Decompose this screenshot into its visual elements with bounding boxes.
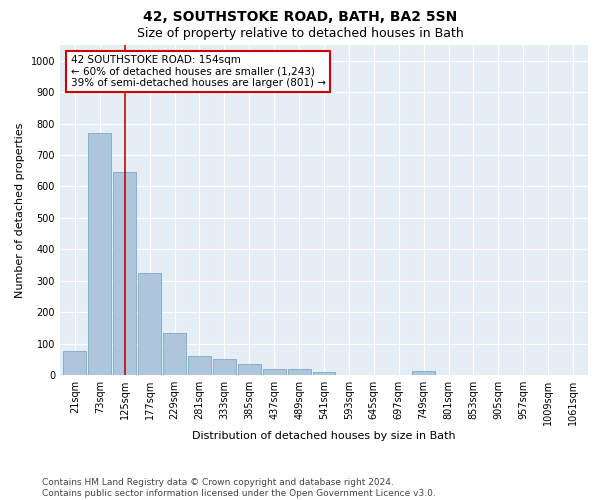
Bar: [213, 360, 236, 375]
Text: 42, SOUTHSTOKE ROAD, BATH, BA2 5SN: 42, SOUTHSTOKE ROAD, BATH, BA2 5SN: [143, 10, 457, 24]
Bar: [313, 372, 335, 375]
Bar: [188, 356, 211, 375]
Text: Size of property relative to detached houses in Bath: Size of property relative to detached ho…: [137, 28, 463, 40]
Bar: [238, 364, 261, 375]
Bar: [138, 273, 161, 375]
Text: Contains HM Land Registry data © Crown copyright and database right 2024.
Contai: Contains HM Land Registry data © Crown c…: [42, 478, 436, 498]
Bar: [163, 332, 186, 375]
Bar: [287, 370, 311, 375]
Bar: [412, 371, 435, 375]
Y-axis label: Number of detached properties: Number of detached properties: [15, 122, 25, 298]
Bar: [64, 352, 86, 375]
Bar: [263, 368, 286, 375]
Bar: [88, 133, 112, 375]
Text: 42 SOUTHSTOKE ROAD: 154sqm
← 60% of detached houses are smaller (1,243)
39% of s: 42 SOUTHSTOKE ROAD: 154sqm ← 60% of deta…: [71, 55, 326, 88]
X-axis label: Distribution of detached houses by size in Bath: Distribution of detached houses by size …: [192, 430, 456, 440]
Bar: [113, 172, 136, 375]
